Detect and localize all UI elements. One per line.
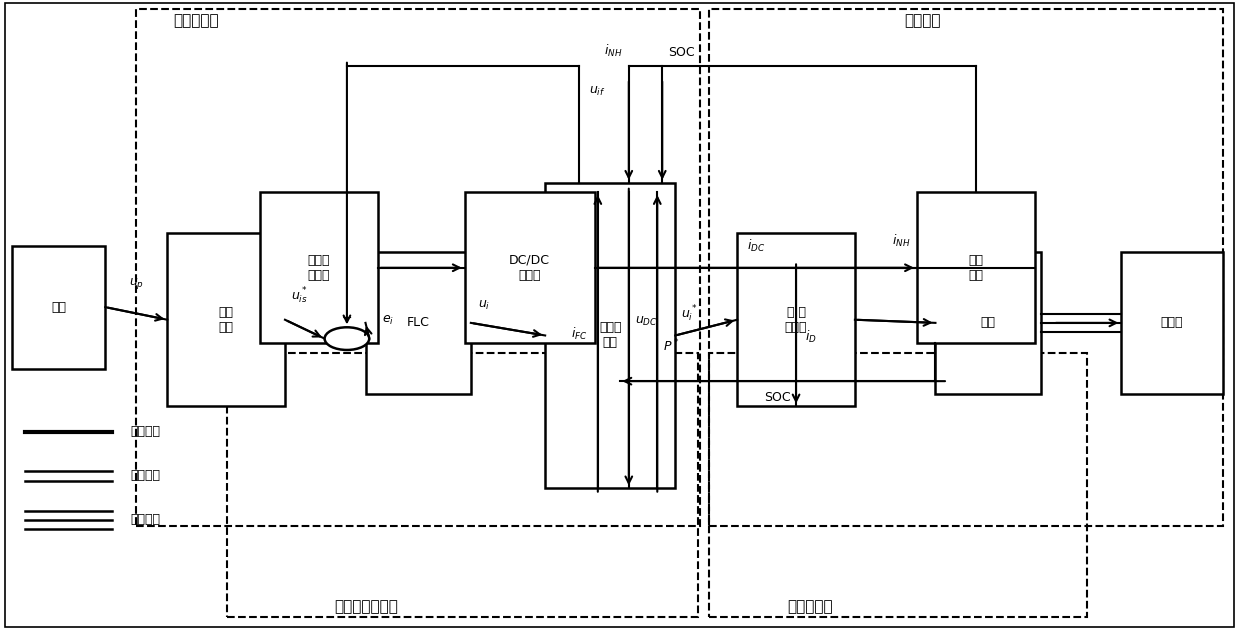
Text: $u_{is}^*$: $u_{is}^*$ <box>291 285 309 306</box>
Text: 传动系: 传动系 <box>1161 316 1183 329</box>
Text: 电气连接: 电气连接 <box>130 469 160 482</box>
Text: 燃料电池发动机: 燃料电池发动机 <box>335 599 399 614</box>
Bar <box>709 9 1223 526</box>
Text: $i_{NH}$: $i_{NH}$ <box>892 232 911 249</box>
Text: 能量流
管理: 能量流 管理 <box>598 321 622 350</box>
Bar <box>260 192 378 343</box>
Text: $i_{FC}$: $i_{FC}$ <box>571 326 587 342</box>
Text: $i_{DC}$: $i_{DC}$ <box>747 238 764 254</box>
Text: 驱动系统: 驱动系统 <box>904 13 940 28</box>
Bar <box>227 353 698 617</box>
Bar <box>366 252 471 394</box>
Text: 蹏板: 蹏板 <box>51 301 67 314</box>
Bar <box>465 192 595 343</box>
Bar <box>737 233 855 406</box>
Text: SOC: SOC <box>668 45 695 59</box>
Text: 蹏板
处理: 蹏板 处理 <box>218 306 234 334</box>
Bar <box>1121 252 1223 394</box>
Bar <box>12 246 105 369</box>
Text: $u_p$: $u_p$ <box>129 277 144 291</box>
Bar <box>917 192 1035 343</box>
Bar <box>136 9 700 526</box>
Text: $i_D$: $i_D$ <box>805 329 817 345</box>
Text: $u_{DC}$: $u_{DC}$ <box>634 315 658 328</box>
Bar <box>709 353 1087 617</box>
Text: 鈥氢
电池: 鈥氢 电池 <box>968 254 984 282</box>
Text: 鈥氢电池包: 鈥氢电池包 <box>787 599 833 614</box>
Text: $i_{NH}$: $i_{NH}$ <box>605 42 622 59</box>
Text: 电机: 电机 <box>980 316 996 329</box>
Text: DC/DC
变换器: DC/DC 变换器 <box>509 254 550 282</box>
Text: SOC: SOC <box>764 391 790 404</box>
Text: $u_i^*$: $u_i^*$ <box>681 304 698 324</box>
Text: FLC: FLC <box>406 316 430 329</box>
Text: 机械连接: 机械连接 <box>130 513 160 526</box>
Text: 光纤连接: 光纤连接 <box>130 425 160 438</box>
Text: $u_{if}$: $u_{if}$ <box>590 85 606 98</box>
Text: 燃料电
池本体: 燃料电 池本体 <box>307 254 331 282</box>
Bar <box>167 233 285 406</box>
Text: $e_i$: $e_i$ <box>382 314 394 328</box>
Text: $-$: $-$ <box>342 311 352 324</box>
Text: $u_i$: $u_i$ <box>478 299 491 312</box>
Text: 整车控制器: 整车控制器 <box>173 13 219 28</box>
Text: 电 机
控制器: 电 机 控制器 <box>784 306 808 334</box>
Text: $P^*$: $P^*$ <box>664 338 680 355</box>
Bar <box>935 252 1041 394</box>
Circle shape <box>325 328 369 350</box>
Bar <box>545 183 675 488</box>
